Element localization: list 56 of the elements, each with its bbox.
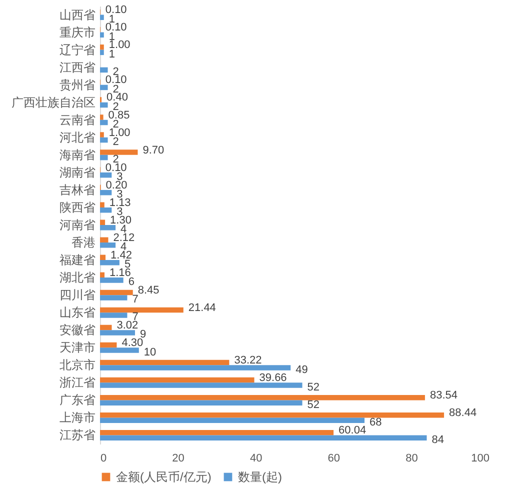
x-tick-label: 40 [250,452,262,464]
data-label: 0.85 [108,109,130,122]
y-tick-label: 福建省 [60,253,96,268]
data-label: 84 [432,434,444,446]
x-tick-label: 80 [406,452,418,464]
data-label: 39.66 [259,372,287,384]
data-label: 83.54 [430,390,458,402]
legend-label: 数量(起) [238,470,282,484]
y-tick-label: 河北省 [60,130,96,144]
y-tick-label: 重庆市 [60,25,96,40]
y-tick-label: 天津市 [60,340,96,355]
data-label: 8.45 [138,284,160,296]
y-tick-label: 浙江省 [60,376,96,390]
y-tick-label: 辽宁省 [60,42,96,57]
data-label: 2 [112,136,119,148]
data-label: 49 [296,364,308,376]
data-label: 21.44 [188,302,216,314]
x-tick-label: 60 [328,452,340,464]
y-tick-label: 江西省 [60,60,96,74]
data-label: 68 [370,416,382,428]
y-tick-label: 北京市 [60,358,96,372]
y-tick-label: 广西壮族自治区 [12,95,96,110]
y-tick-label: 云南省 [60,112,96,127]
data-label: 10 [144,346,156,358]
data-label: 3.02 [116,319,138,332]
data-label: 6 [128,276,134,288]
y-tick-label: 湖北省 [60,270,96,285]
data-label: 1 [108,48,116,60]
data-label: 52 [307,381,320,394]
y-tick-label: 陕西省 [60,200,96,214]
y-tick-label: 山西省 [60,8,96,22]
data-label: 88.44 [449,407,477,420]
y-tick-label: 河南省 [60,218,96,232]
data-label: 60.04 [338,424,366,437]
y-tick-label: 湖南省 [60,165,96,180]
data-label: 0.20 [106,179,128,192]
data-label: 52 [307,398,320,411]
y-tick-label: 海南省 [60,148,96,162]
data-label: 9.70 [142,144,164,156]
y-tick-label: 广东省 [60,393,96,408]
y-tick-label: 山东省 [60,306,96,320]
y-tick-label: 香港 [72,236,96,250]
x-tick-label: 100 [471,452,490,464]
y-tick-label: 安徽省 [60,323,96,338]
y-tick-label: 吉林省 [60,182,96,197]
y-tick-label: 上海市 [60,410,96,425]
y-tick-label: 贵州省 [60,78,96,92]
x-tick-label: 0 [100,452,107,464]
data-label: 7 [132,294,138,306]
legend-label: 金额(人民币/亿元) [116,470,212,484]
data-label: 33.22 [234,354,262,367]
y-tick-label: 江苏省 [60,428,96,442]
y-tick-label: 四川省 [60,288,96,302]
x-tick-label: 20 [172,452,184,464]
data-label: 4.30 [122,337,144,350]
data-label: 1.16 [110,266,131,279]
